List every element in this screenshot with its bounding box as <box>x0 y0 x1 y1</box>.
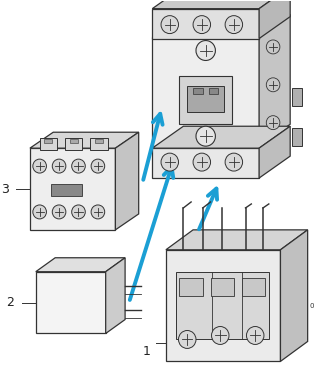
Circle shape <box>161 153 179 171</box>
Text: 2: 2 <box>6 296 14 309</box>
Circle shape <box>225 153 243 171</box>
Polygon shape <box>259 15 290 146</box>
Circle shape <box>196 126 215 146</box>
Bar <box>180 77 232 124</box>
Circle shape <box>225 16 243 34</box>
Circle shape <box>91 205 105 219</box>
Circle shape <box>33 205 46 219</box>
Polygon shape <box>152 9 259 39</box>
Circle shape <box>196 41 215 61</box>
Circle shape <box>212 327 229 344</box>
Polygon shape <box>36 272 106 334</box>
Bar <box>44 139 52 143</box>
Circle shape <box>193 16 211 34</box>
Bar <box>90 138 108 150</box>
Bar <box>193 88 203 94</box>
Polygon shape <box>30 132 139 148</box>
Polygon shape <box>106 258 125 334</box>
Circle shape <box>91 159 105 173</box>
Polygon shape <box>259 126 290 178</box>
Bar <box>65 138 82 150</box>
Polygon shape <box>116 132 139 230</box>
Bar <box>292 128 302 146</box>
Polygon shape <box>166 250 280 362</box>
Circle shape <box>72 159 85 173</box>
Polygon shape <box>152 15 290 36</box>
Bar <box>176 272 269 339</box>
Bar <box>40 138 57 150</box>
Polygon shape <box>152 36 259 146</box>
Polygon shape <box>30 148 116 230</box>
Bar <box>292 88 302 106</box>
Bar <box>209 88 218 94</box>
Bar <box>51 184 82 196</box>
Polygon shape <box>259 0 290 39</box>
Polygon shape <box>152 148 259 178</box>
Bar <box>211 278 234 296</box>
Circle shape <box>266 40 280 54</box>
Circle shape <box>72 205 85 219</box>
Polygon shape <box>166 230 308 250</box>
Text: 0: 0 <box>309 303 314 309</box>
Bar <box>70 139 77 143</box>
Circle shape <box>161 16 179 34</box>
Circle shape <box>33 159 46 173</box>
Polygon shape <box>152 126 290 148</box>
Bar <box>180 278 203 296</box>
Bar <box>187 87 224 112</box>
Text: 1: 1 <box>142 345 150 358</box>
Polygon shape <box>280 230 308 362</box>
Circle shape <box>246 327 264 344</box>
Polygon shape <box>36 258 125 272</box>
Circle shape <box>52 159 66 173</box>
Circle shape <box>52 205 66 219</box>
Text: 3: 3 <box>1 183 9 195</box>
Circle shape <box>266 78 280 92</box>
Bar <box>242 278 265 296</box>
Circle shape <box>193 153 211 171</box>
Circle shape <box>179 331 196 349</box>
Bar <box>95 139 103 143</box>
Polygon shape <box>152 0 290 9</box>
Circle shape <box>266 116 280 129</box>
